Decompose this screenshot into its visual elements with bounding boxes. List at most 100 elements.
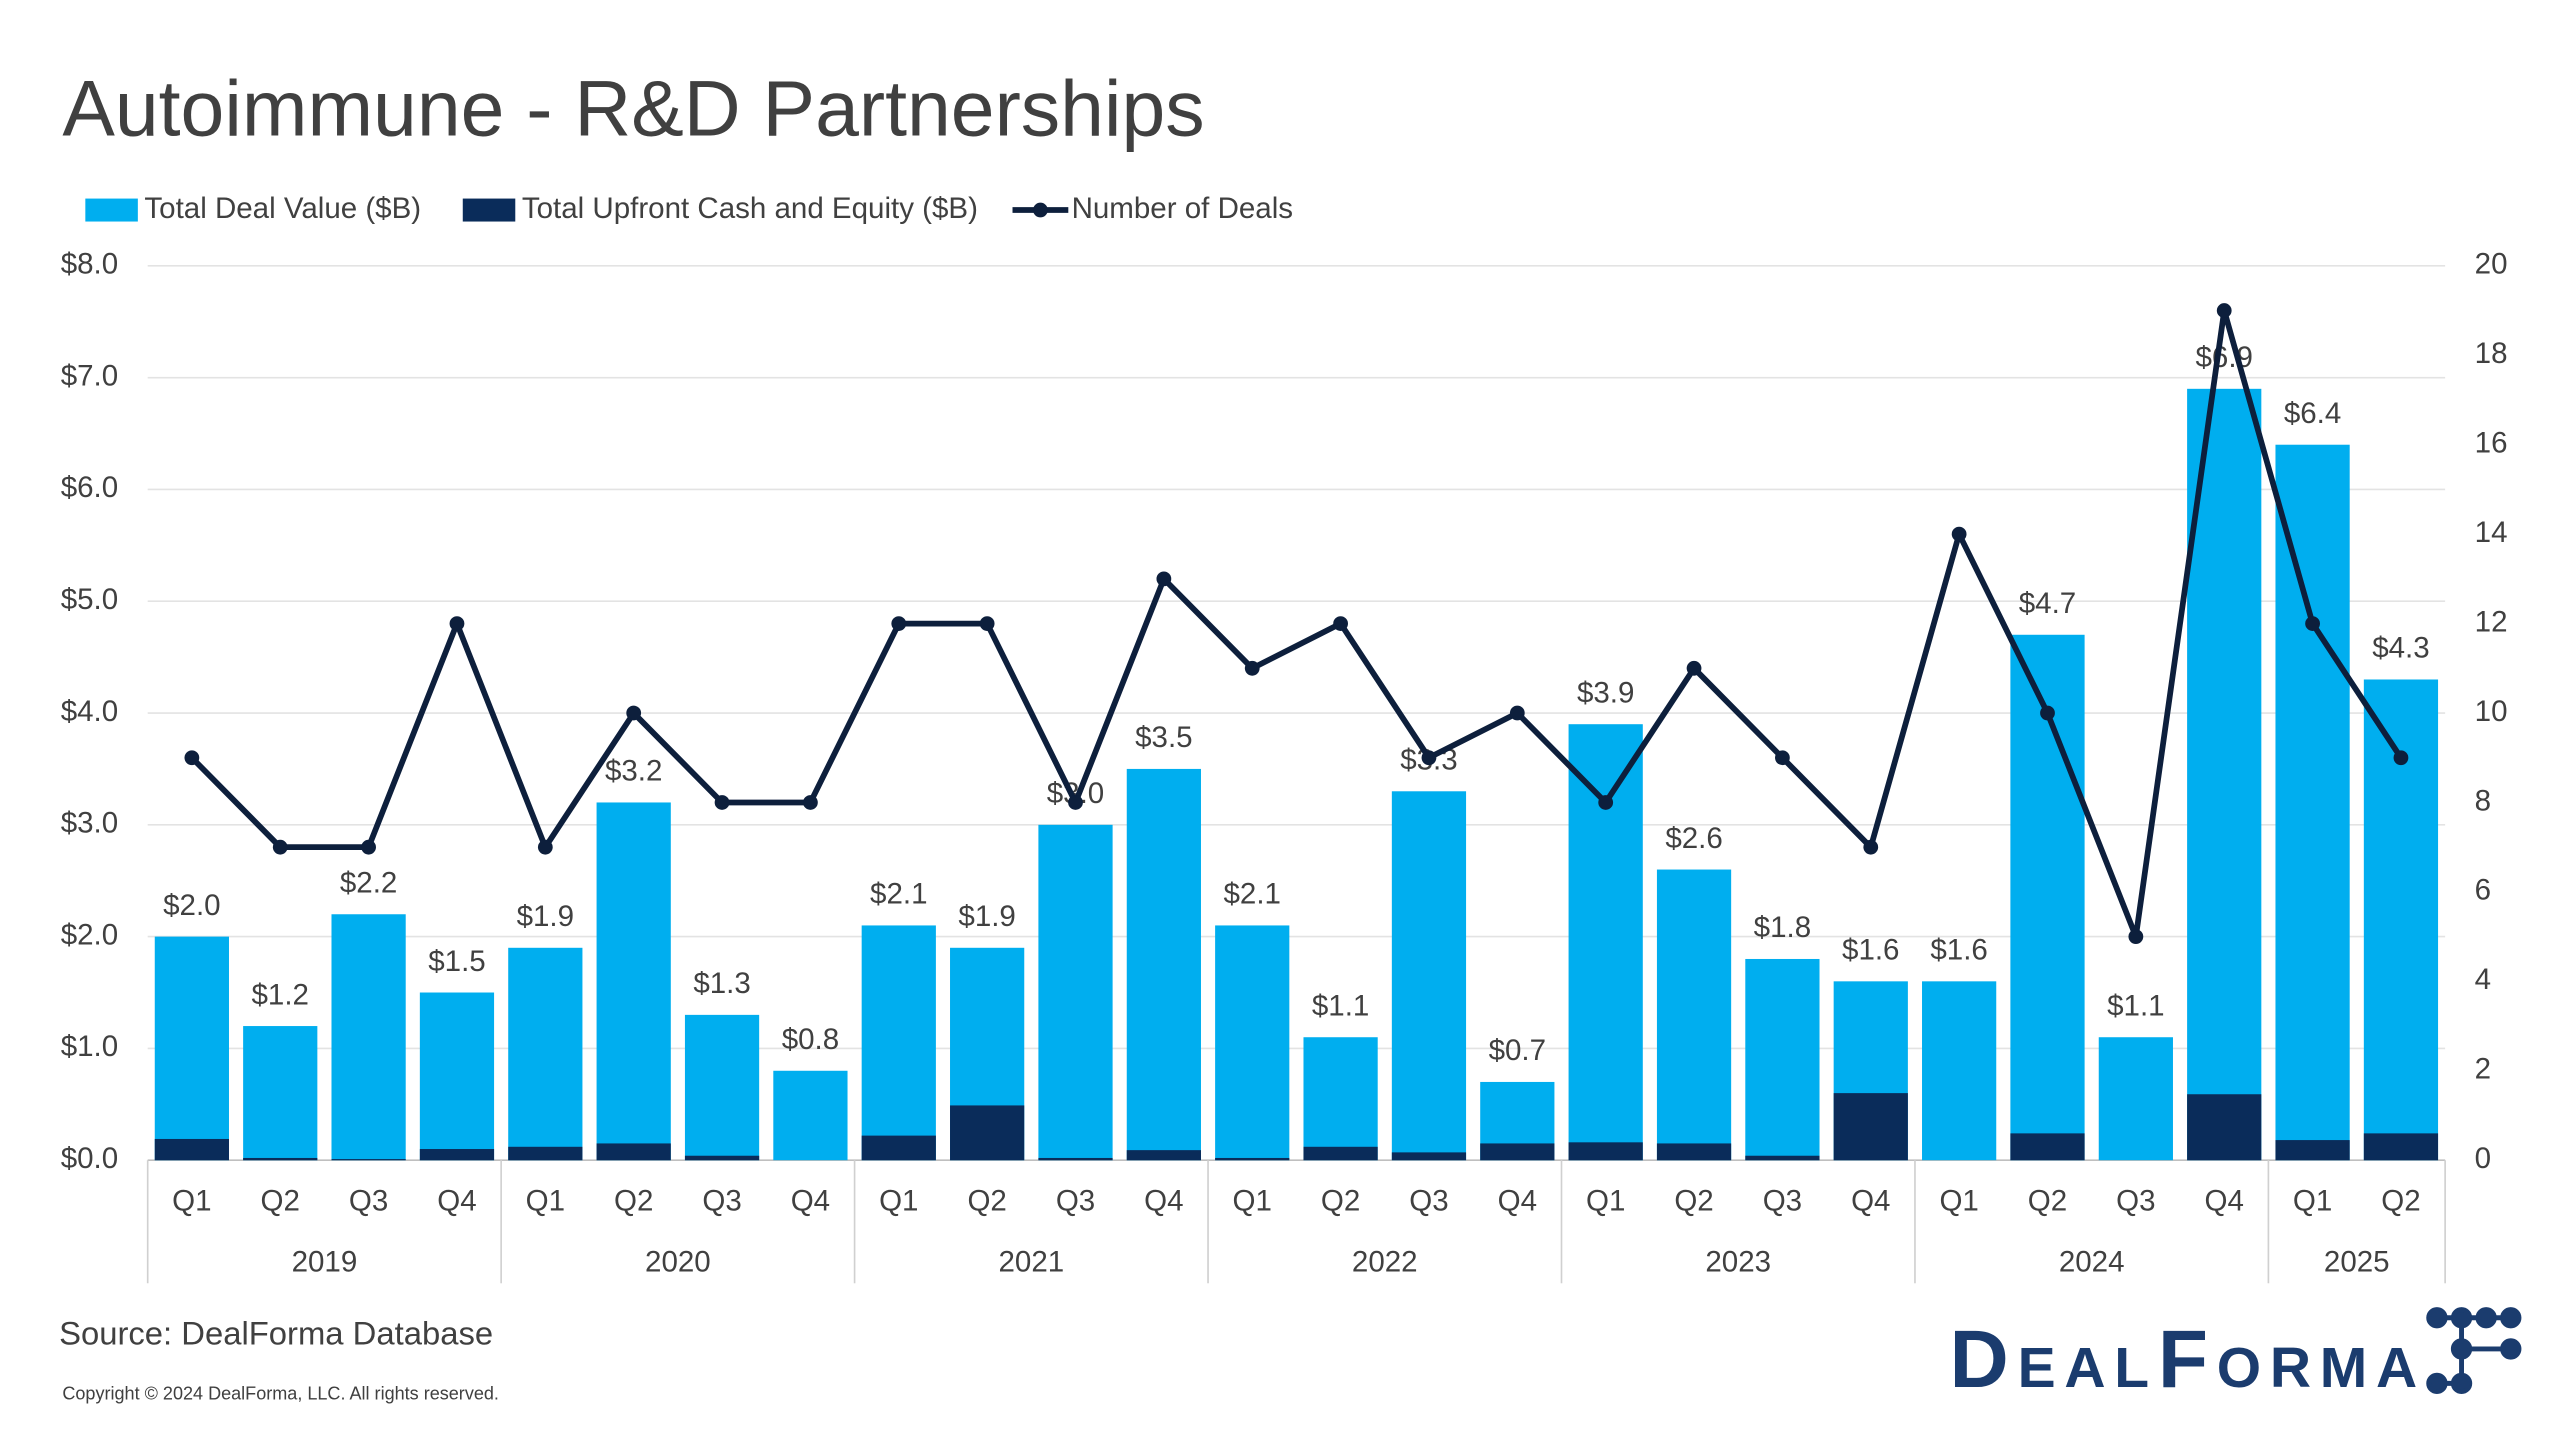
x-tick-label: Q3 <box>2116 1185 2155 1218</box>
bar <box>1745 1155 1820 1161</box>
x-tick-label: Q4 <box>2205 1185 2244 1218</box>
x-tick-label: Q2 <box>967 1185 1006 1218</box>
data-label: $1.9 <box>517 900 574 933</box>
bar <box>1038 824 1113 1161</box>
x-tick-label: Q3 <box>1763 1185 1802 1218</box>
y2-tick-label: 2 <box>2475 1053 2491 1086</box>
x-tick-label: Q1 <box>2293 1185 2332 1218</box>
line-marker <box>2216 303 2232 318</box>
line-marker <box>2305 616 2320 631</box>
x-group-label: 2025 <box>2324 1245 2390 1278</box>
bar <box>154 936 229 1161</box>
x-tick-label: Q4 <box>1851 1185 1890 1218</box>
bar <box>2010 634 2085 1161</box>
x-tick-label: Q2 <box>2381 1185 2420 1218</box>
y2-tick-label: 12 <box>2475 605 2508 638</box>
data-label: $6.4 <box>2284 397 2341 430</box>
line-marker <box>1686 660 1702 676</box>
bar <box>1391 1152 1467 1161</box>
x-tick-label: Q1 <box>1586 1185 1625 1218</box>
bar <box>2275 1140 2350 1161</box>
x-group-label: 2021 <box>998 1245 1064 1278</box>
line-marker <box>1156 571 1172 587</box>
bar <box>1215 925 1290 1161</box>
data-label: $1.8 <box>1754 911 1811 944</box>
y-tick-label: $6.0 <box>61 471 118 504</box>
x-tick-label: Q1 <box>1939 1185 1978 1218</box>
bar <box>419 992 495 1161</box>
data-label: $2.2 <box>340 867 397 900</box>
x-tick-label: Q3 <box>1409 1185 1448 1218</box>
data-label: $1.2 <box>252 978 309 1011</box>
data-label: $0.8 <box>782 1023 839 1056</box>
bar <box>2010 1133 2085 1161</box>
data-label: $2.1 <box>1224 878 1281 911</box>
line-marker <box>2040 705 2055 721</box>
data-label: $1.6 <box>1842 934 1899 967</box>
y-tick-label: $3.0 <box>61 807 118 840</box>
line-marker <box>714 795 730 810</box>
line-marker <box>1244 660 1260 676</box>
bar <box>1922 981 1997 1161</box>
line-marker <box>1775 750 1790 766</box>
logo-icon <box>2426 1307 2522 1395</box>
line-marker <box>979 616 995 631</box>
bar <box>1833 1093 1908 1161</box>
y2-tick-label: 10 <box>2475 695 2508 728</box>
y2-tick-label: 18 <box>2475 337 2508 370</box>
data-label: $3.2 <box>605 755 662 788</box>
x-tick-label: Q4 <box>791 1185 830 1218</box>
y-tick-label: $5.0 <box>61 583 118 616</box>
line-marker <box>1598 795 1614 810</box>
y-tick-label: $4.0 <box>61 695 118 728</box>
legend-label: Number of Deals <box>1072 192 1293 225</box>
line-marker <box>1421 750 1437 766</box>
bar <box>1745 958 1820 1161</box>
data-label: $1.6 <box>1930 934 1987 967</box>
line-marker <box>1509 705 1525 721</box>
data-label: $3.9 <box>1577 676 1634 709</box>
bar <box>1038 1157 1113 1161</box>
data-label: $2.1 <box>870 878 927 911</box>
x-tick-label: Q1 <box>172 1185 211 1218</box>
y-tick-label: $7.0 <box>61 359 118 392</box>
x-tick-label: Q3 <box>1056 1185 1095 1218</box>
data-label: $1.9 <box>958 900 1015 933</box>
x-group-label: 2023 <box>1705 1245 1771 1278</box>
y2-tick-label: 20 <box>2475 248 2508 281</box>
legend-swatch <box>85 198 138 222</box>
copyright: Copyright © 2024 DealForma, LLC. All rig… <box>62 1384 499 1404</box>
x-tick-label: Q2 <box>2028 1185 2067 1218</box>
data-label: $1.5 <box>428 945 485 978</box>
line-marker <box>1951 526 1967 542</box>
bar <box>1126 1150 1201 1161</box>
bar <box>684 1014 760 1161</box>
bar <box>243 1157 318 1161</box>
bar <box>154 1138 229 1161</box>
data-label: $6.9 <box>2195 341 2252 374</box>
bar <box>243 1026 318 1161</box>
bar <box>419 1149 495 1161</box>
bar <box>596 802 671 1161</box>
line-marker <box>272 839 288 855</box>
data-label: $4.3 <box>2372 632 2429 665</box>
line-marker <box>184 750 200 766</box>
bar <box>596 1143 671 1161</box>
legend-label: Total Deal Value ($B) <box>144 192 421 225</box>
line-marker <box>537 839 553 855</box>
x-group-label: 2019 <box>292 1245 358 1278</box>
y-tick-label: $1.0 <box>61 1030 118 1063</box>
line-marker <box>2393 750 2409 766</box>
x-tick-label: Q1 <box>1233 1185 1272 1218</box>
bar <box>1391 791 1467 1161</box>
bar <box>861 925 936 1161</box>
line-marker <box>2128 929 2144 944</box>
x-tick-label: Q4 <box>1144 1185 1183 1218</box>
data-label: $0.7 <box>1489 1034 1546 1067</box>
x-group-label: 2020 <box>645 1245 711 1278</box>
y2-tick-label: 16 <box>2475 427 2508 460</box>
y-tick-label: $8.0 <box>61 248 118 281</box>
bar <box>773 1070 848 1161</box>
x-tick-label: Q1 <box>879 1185 918 1218</box>
line-marker <box>449 616 465 631</box>
